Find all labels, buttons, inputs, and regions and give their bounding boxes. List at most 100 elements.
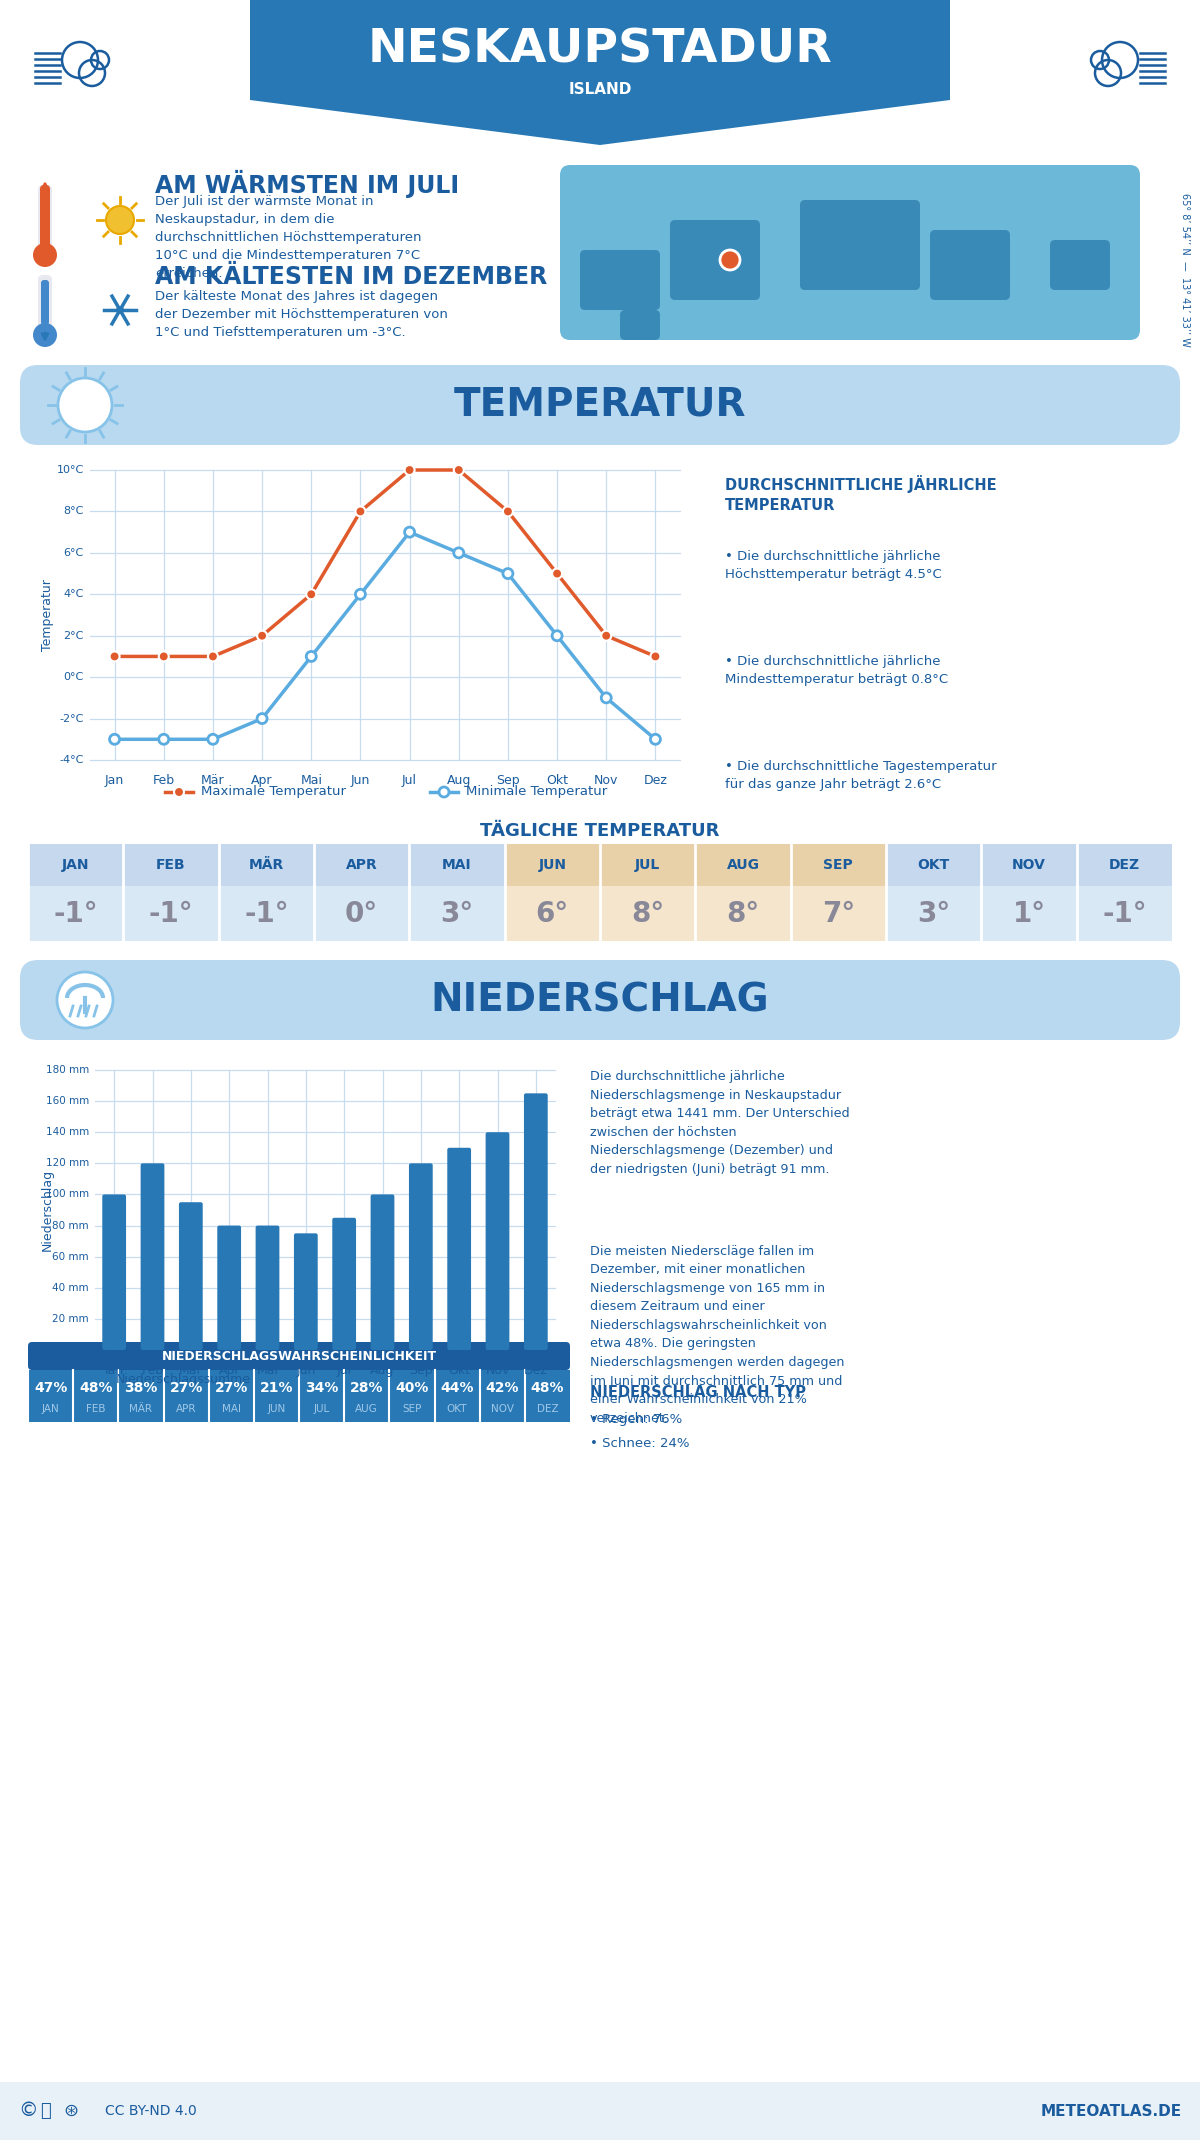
Bar xyxy=(0,146,1200,360)
Bar xyxy=(28,843,124,886)
Text: -1°: -1° xyxy=(53,899,98,927)
Bar xyxy=(1076,843,1172,886)
Text: Niederschlagssumme: Niederschlagssumme xyxy=(116,1374,251,1387)
Text: 2°C: 2°C xyxy=(64,631,84,640)
Bar xyxy=(314,886,409,942)
FancyBboxPatch shape xyxy=(41,190,49,244)
Circle shape xyxy=(34,244,58,268)
Circle shape xyxy=(355,588,366,599)
Circle shape xyxy=(158,651,169,661)
Text: -1°: -1° xyxy=(1102,899,1147,927)
Text: Jul: Jul xyxy=(402,775,418,788)
Text: Nov: Nov xyxy=(594,775,618,788)
FancyBboxPatch shape xyxy=(1050,240,1110,291)
Text: 120 mm: 120 mm xyxy=(46,1158,89,1168)
Text: AUG: AUG xyxy=(726,858,760,871)
Circle shape xyxy=(306,588,317,599)
Text: Aug: Aug xyxy=(371,1363,395,1376)
Text: 10°C: 10°C xyxy=(56,464,84,475)
FancyBboxPatch shape xyxy=(409,1164,433,1350)
Text: Temperatur: Temperatur xyxy=(42,580,54,651)
Text: 6°C: 6°C xyxy=(64,548,84,559)
Text: 34%: 34% xyxy=(305,1380,338,1395)
Bar xyxy=(434,1370,480,1421)
Bar xyxy=(73,1370,119,1421)
Bar xyxy=(600,843,695,886)
Bar xyxy=(1076,886,1172,942)
Text: Maximale Temperatur: Maximale Temperatur xyxy=(202,785,346,798)
Circle shape xyxy=(116,306,124,315)
Bar xyxy=(314,843,409,886)
Bar xyxy=(791,886,886,942)
Circle shape xyxy=(174,788,184,796)
Text: Jan: Jan xyxy=(104,1363,124,1376)
Text: 1°: 1° xyxy=(1013,899,1045,927)
Text: MÄR: MÄR xyxy=(248,858,284,871)
Text: Apr: Apr xyxy=(251,775,272,788)
Text: 140 mm: 140 mm xyxy=(46,1128,89,1136)
Text: -1°: -1° xyxy=(149,899,193,927)
Text: 8°C: 8°C xyxy=(64,507,84,516)
FancyBboxPatch shape xyxy=(41,280,49,325)
FancyBboxPatch shape xyxy=(20,961,1180,1040)
Text: Jul: Jul xyxy=(337,1363,352,1376)
Bar xyxy=(209,1370,254,1421)
FancyBboxPatch shape xyxy=(486,1132,509,1350)
Text: SEP: SEP xyxy=(823,858,853,871)
Circle shape xyxy=(503,569,512,578)
Text: • Die durchschnittliche Tagestemperatur
für das ganze Jahr beträgt 2.6°C: • Die durchschnittliche Tagestemperatur … xyxy=(725,760,997,792)
Polygon shape xyxy=(250,0,950,146)
Text: 0°: 0° xyxy=(346,899,378,927)
Bar xyxy=(0,2082,1200,2140)
FancyBboxPatch shape xyxy=(800,199,920,291)
Text: Feb: Feb xyxy=(152,775,175,788)
Text: 27%: 27% xyxy=(169,1380,203,1395)
Text: -2°C: -2°C xyxy=(60,713,84,723)
Bar xyxy=(163,1370,209,1421)
Text: APR: APR xyxy=(176,1404,197,1415)
Text: Apr: Apr xyxy=(218,1363,240,1376)
FancyBboxPatch shape xyxy=(580,250,660,310)
Circle shape xyxy=(355,507,366,516)
Bar xyxy=(344,1370,389,1421)
Bar xyxy=(982,843,1076,886)
FancyBboxPatch shape xyxy=(256,1226,280,1350)
Text: NIEDERSCHLAGSWAHRSCHEINLICHKEIT: NIEDERSCHLAGSWAHRSCHEINLICHKEIT xyxy=(162,1350,437,1363)
Text: 180 mm: 180 mm xyxy=(46,1066,89,1074)
Text: SEP: SEP xyxy=(402,1404,421,1415)
Text: AM KÄLTESTEN IM DEZEMBER: AM KÄLTESTEN IM DEZEMBER xyxy=(155,265,547,289)
Text: • Die durchschnittliche jährliche
Mindesttemperatur beträgt 0.8°C: • Die durchschnittliche jährliche Mindes… xyxy=(725,655,948,687)
Bar xyxy=(505,886,600,942)
Text: OKT: OKT xyxy=(918,858,949,871)
Text: 48%: 48% xyxy=(530,1380,564,1395)
Text: AUG: AUG xyxy=(355,1404,378,1415)
Text: • Regen: 76%: • Regen: 76% xyxy=(590,1412,683,1425)
Text: 27%: 27% xyxy=(215,1380,248,1395)
Circle shape xyxy=(208,651,218,661)
Circle shape xyxy=(158,734,169,745)
Text: TEMPERATUR: TEMPERATUR xyxy=(454,385,746,424)
FancyBboxPatch shape xyxy=(38,276,52,330)
Circle shape xyxy=(439,788,449,796)
Bar xyxy=(299,1370,344,1421)
Text: 8°: 8° xyxy=(631,899,665,927)
Text: Dez: Dez xyxy=(643,775,667,788)
Text: ISLAND: ISLAND xyxy=(569,83,631,98)
Text: NESKAUPSTADUR: NESKAUPSTADUR xyxy=(367,28,833,73)
Text: 47%: 47% xyxy=(34,1380,67,1395)
Bar xyxy=(982,886,1076,942)
Bar xyxy=(254,1370,299,1421)
Text: Jun: Jun xyxy=(350,775,370,788)
Text: MÄR: MÄR xyxy=(130,1404,152,1415)
Bar xyxy=(505,843,600,886)
Text: Aug: Aug xyxy=(446,775,470,788)
Text: METEOATLAS.DE: METEOATLAS.DE xyxy=(1040,2104,1182,2119)
Circle shape xyxy=(454,464,463,475)
Text: Mai: Mai xyxy=(300,775,323,788)
Bar xyxy=(100,1374,112,1387)
Text: Okt: Okt xyxy=(546,775,568,788)
Text: Sep: Sep xyxy=(496,775,520,788)
Bar xyxy=(124,843,218,886)
Circle shape xyxy=(552,631,562,640)
Text: -1°: -1° xyxy=(244,899,289,927)
